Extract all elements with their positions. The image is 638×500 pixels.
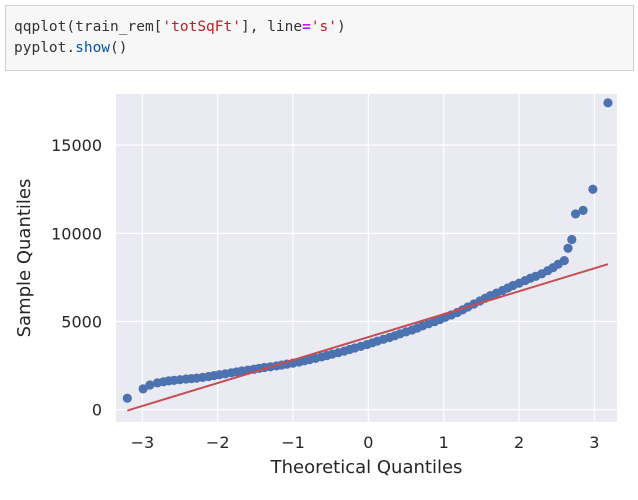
code-line-2: pyplot.show()	[14, 38, 128, 58]
y-tick-label: 0	[92, 401, 102, 420]
y-tick-label: 5000	[61, 312, 102, 331]
data-points	[122, 98, 613, 403]
x-tick-label: 0	[363, 433, 373, 452]
data-point	[559, 256, 569, 266]
y-tick-label: 10000	[51, 224, 102, 243]
data-point	[603, 98, 613, 108]
code-token: )	[337, 19, 346, 35]
reference-line	[127, 263, 609, 412]
y-tick-label: 15000	[51, 136, 102, 155]
code-operator-token: =	[302, 19, 311, 35]
x-axis-label: Theoretical Quantiles	[270, 457, 463, 478]
plot-area	[116, 94, 617, 422]
x-tick-label: 3	[589, 433, 599, 452]
code-token: qqplot(train_rem[	[14, 19, 163, 35]
code-line-1: qqplot(train_rem['totSqFt'], line='s')	[14, 17, 346, 37]
data-point	[567, 234, 577, 245]
code-token: ()	[110, 40, 128, 56]
grid-lines	[116, 94, 617, 422]
cell-output: −3 −2 −1 0 1 2 3 0 5000 10000 15000 Theoretical Q…	[0, 80, 638, 496]
x-tick-label: −3	[131, 433, 155, 452]
code-token: pyplot.	[14, 40, 76, 56]
y-tick-labels: 0 5000 10000 15000	[51, 136, 102, 420]
code-function-token: show	[75, 40, 111, 56]
x-tick-label: 1	[439, 433, 449, 452]
y-axis-label: Sample Quantiles	[14, 179, 35, 338]
data-point	[145, 380, 155, 390]
data-point	[138, 384, 148, 394]
data-point	[570, 209, 581, 219]
data-point	[578, 205, 588, 215]
x-tick-labels: −3 −2 −1 0 1 2 3	[131, 433, 600, 452]
x-tick-label: −1	[281, 433, 305, 452]
code-cell[interactable]: qqplot(train_rem['totSqFt'], line='s') p…	[5, 5, 634, 71]
data-point	[588, 184, 598, 194]
qq-plot-chart: −3 −2 −1 0 1 2 3 0 5000 10000 15000 Theoretical Q…	[14, 94, 617, 478]
x-tick-label: −2	[206, 433, 230, 452]
code-token: ], line	[240, 19, 303, 35]
data-point	[563, 243, 573, 253]
code-string-token: 's'	[310, 19, 338, 35]
data-point	[122, 393, 132, 403]
code-string-token: 'totSqFt'	[162, 19, 241, 35]
x-tick-label: 2	[514, 433, 524, 452]
